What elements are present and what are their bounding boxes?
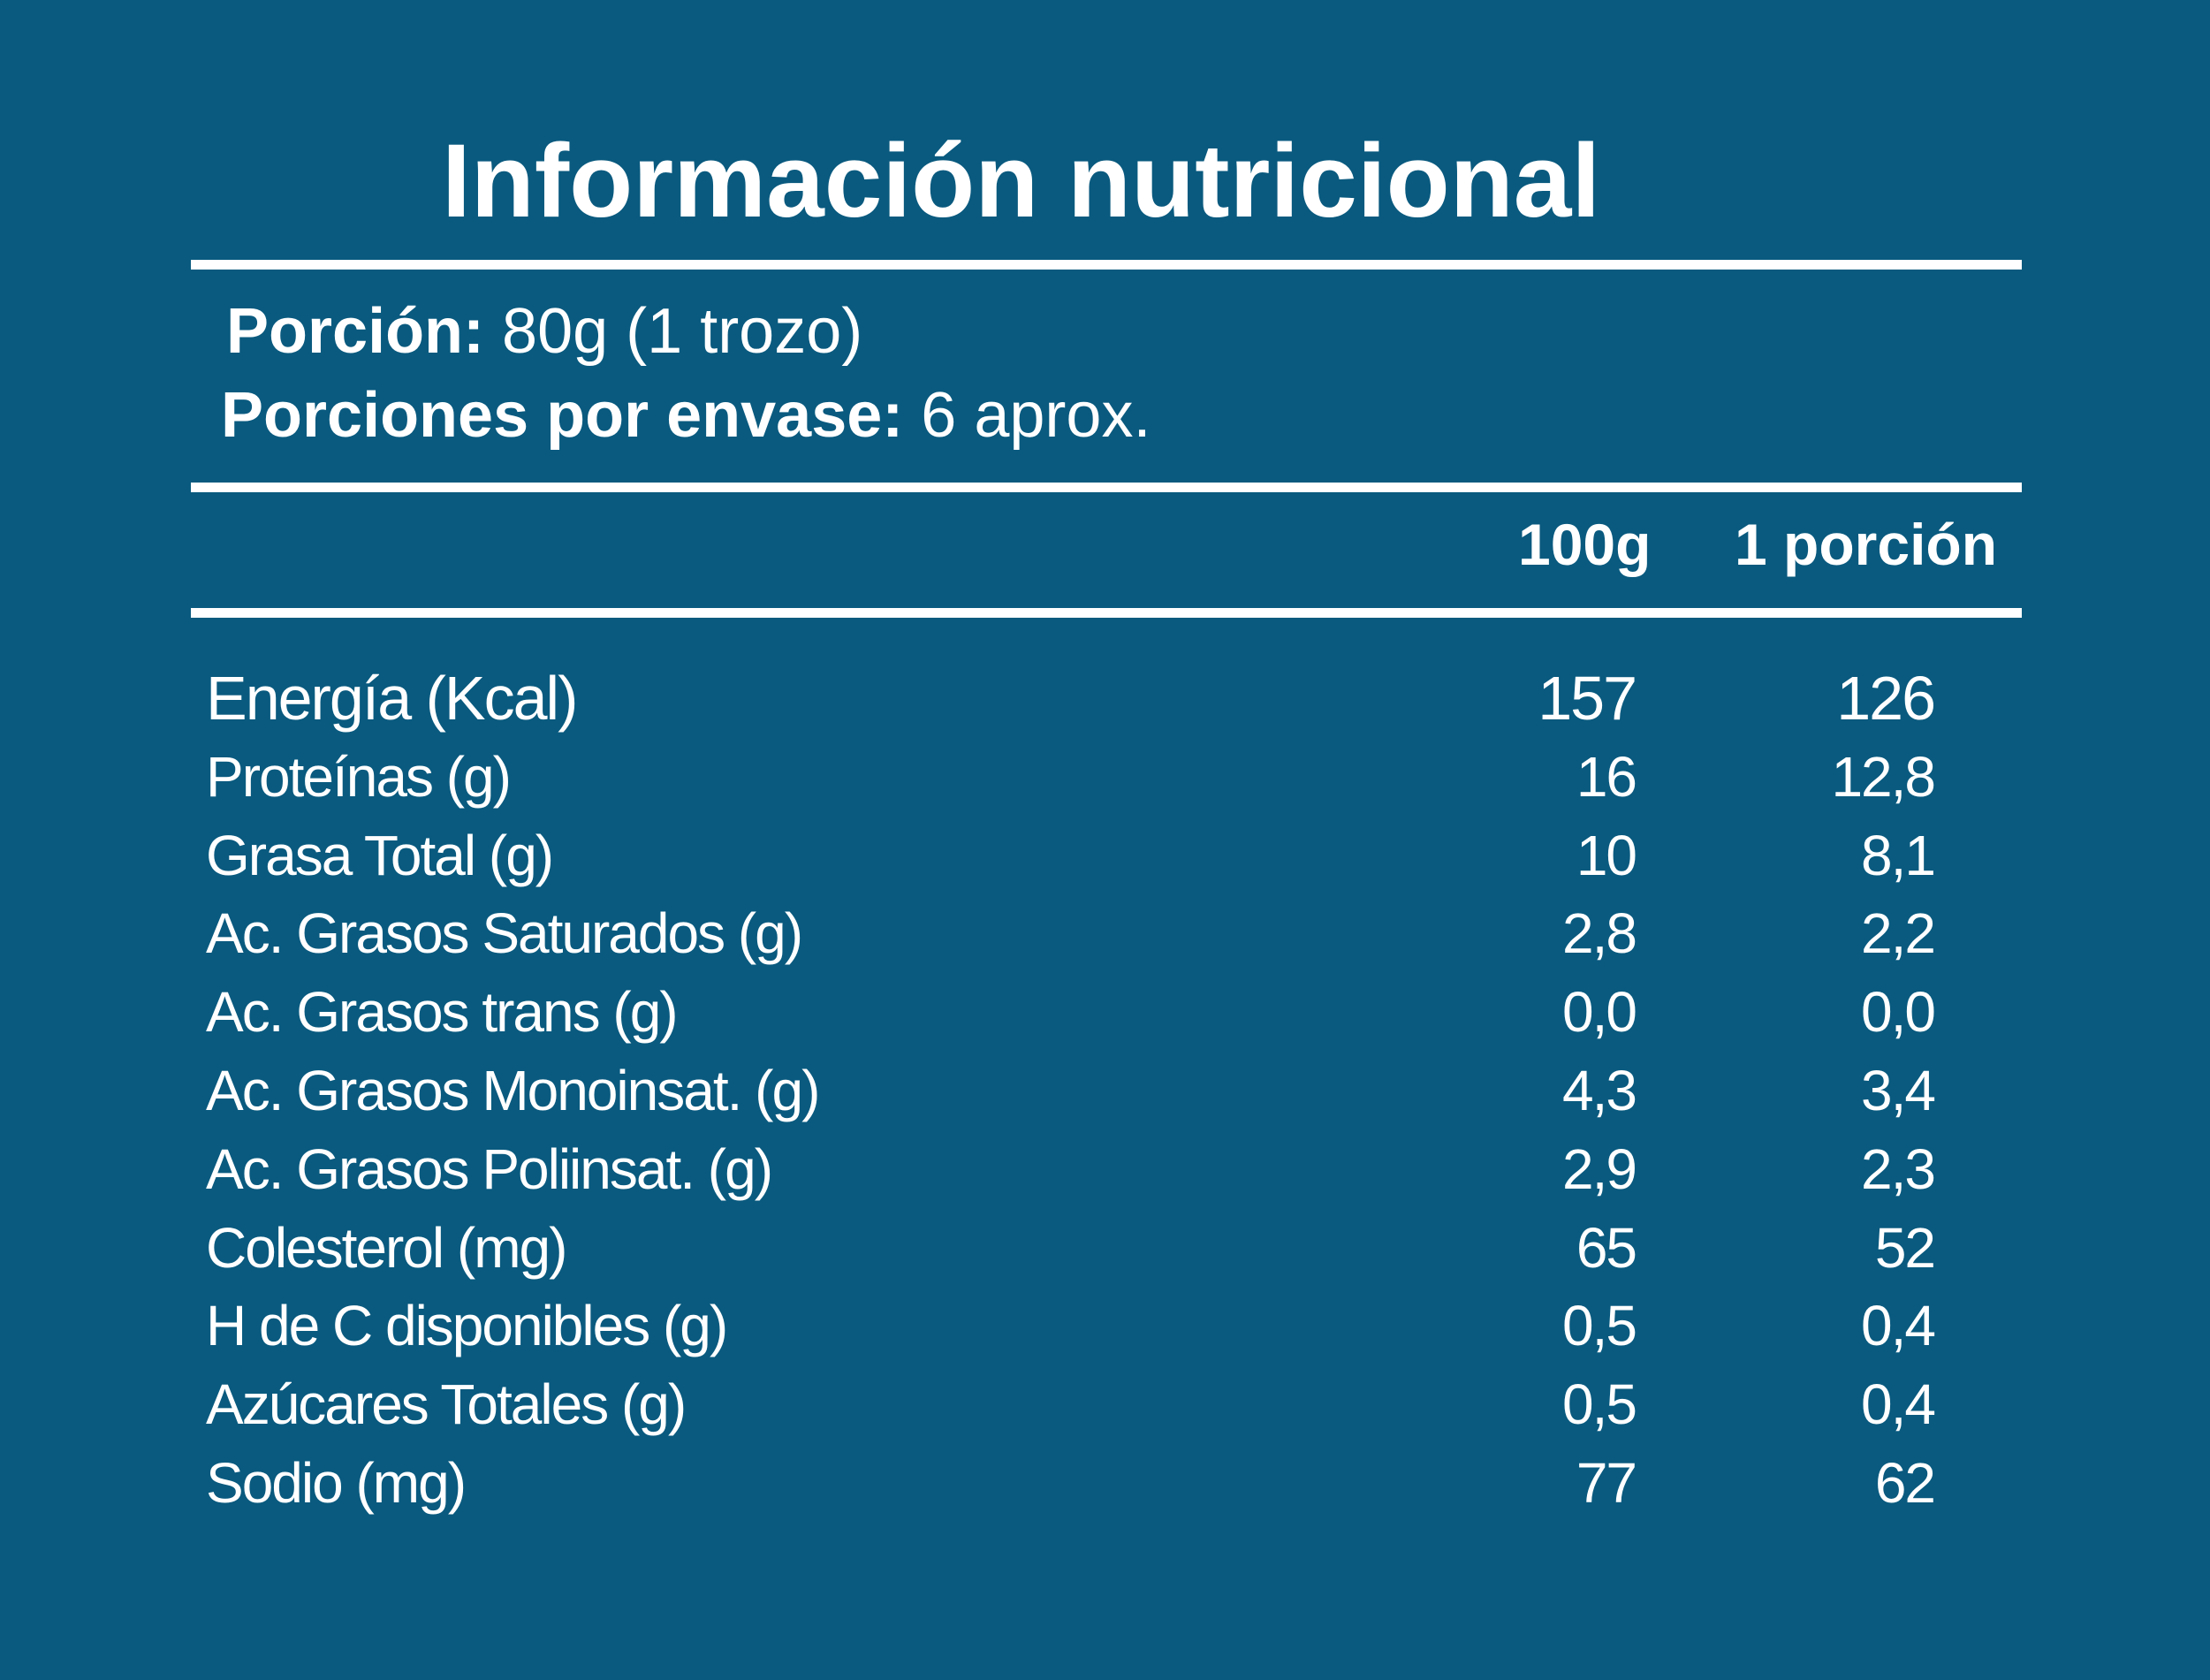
table-row: Grasa Total (g) 10 8,1 — [0, 817, 2210, 895]
nutrient-name: Grasa Total (g) — [206, 823, 554, 887]
nutrient-name: Colesterol (mg) — [206, 1215, 567, 1280]
portion-line: Porción: 80g (1 trozo) — [226, 294, 862, 369]
divider-middle — [191, 483, 2022, 492]
divider-header — [191, 608, 2022, 618]
nutrient-name: Ac. Grasos Monoinsat. (g) — [206, 1058, 820, 1122]
value-per-portion: 52 — [1874, 1215, 1936, 1280]
nutrient-name: Sodio (mg) — [206, 1450, 467, 1515]
page-title: Información nutricional — [442, 123, 1601, 239]
portion-label: Porción: — [226, 296, 485, 367]
nutrient-name: H de C disponibles (g) — [206, 1294, 728, 1358]
table-row: Azúcares Totales (g) 0,5 0,4 — [0, 1365, 2210, 1444]
nutrient-table: Energía (Kcal) 157 126 Proteínas (g) 16 … — [0, 659, 2210, 1523]
divider-top — [191, 260, 2022, 270]
servings-per-package-label: Porciones por envase: — [221, 380, 904, 451]
value-per-100g: 0,0 — [1562, 980, 1637, 1045]
value-per-portion: 0,4 — [1861, 1294, 1936, 1358]
table-row: Colesterol (mg) 65 52 — [0, 1209, 2210, 1288]
value-per-100g: 16 — [1576, 744, 1637, 809]
nutrient-name: Proteínas (g) — [206, 744, 512, 809]
value-per-100g: 10 — [1576, 823, 1637, 887]
value-per-portion: 62 — [1874, 1450, 1936, 1515]
table-row: Energía (Kcal) 157 126 — [0, 659, 2210, 738]
column-header-portion: 1 porción — [1735, 512, 1998, 577]
value-per-portion: 2,2 — [1861, 901, 1936, 966]
value-per-100g: 4,3 — [1562, 1058, 1637, 1122]
table-row: Proteínas (g) 16 12,8 — [0, 738, 2210, 817]
table-row: Ac. Grasos Poliinsat. (g) 2,9 2,3 — [0, 1130, 2210, 1209]
value-per-portion: 0,4 — [1861, 1372, 1936, 1437]
value-per-100g: 65 — [1576, 1215, 1637, 1280]
value-per-portion: 8,1 — [1861, 823, 1936, 887]
portion-value: 80g (1 trozo) — [502, 296, 863, 367]
table-row: Ac. Grasos Saturados (g) 2,8 2,2 — [0, 894, 2210, 973]
value-per-100g: 157 — [1538, 664, 1637, 733]
value-per-100g: 0,5 — [1562, 1294, 1637, 1358]
table-row: Sodio (mg) 77 62 — [0, 1444, 2210, 1523]
table-row: Ac. Grasos trans (g) 0,0 0,0 — [0, 973, 2210, 1052]
nutrient-name: Azúcares Totales (g) — [206, 1372, 687, 1437]
nutrient-name: Ac. Grasos Saturados (g) — [206, 901, 803, 966]
value-per-100g: 0,5 — [1562, 1372, 1637, 1437]
value-per-portion: 12,8 — [1831, 744, 1936, 809]
value-per-portion: 0,0 — [1861, 980, 1936, 1045]
servings-per-package-value: 6 aprox. — [921, 380, 1151, 451]
value-per-portion: 3,4 — [1861, 1058, 1936, 1122]
value-per-100g: 2,8 — [1562, 901, 1637, 966]
value-per-100g: 77 — [1576, 1450, 1637, 1515]
table-row: H de C disponibles (g) 0,5 0,4 — [0, 1287, 2210, 1365]
nutrient-name: Energía (Kcal) — [206, 664, 578, 733]
table-row: Ac. Grasos Monoinsat. (g) 4,3 3,4 — [0, 1052, 2210, 1130]
nutrient-name: Ac. Grasos Poliinsat. (g) — [206, 1136, 773, 1201]
value-per-portion: 2,3 — [1861, 1136, 1936, 1201]
value-per-portion: 126 — [1836, 664, 1936, 733]
nutrient-name: Ac. Grasos trans (g) — [206, 980, 679, 1045]
servings-per-package-line: Porciones por envase: 6 aprox. — [221, 378, 1151, 452]
column-header-100g: 100g — [1518, 512, 1652, 577]
value-per-100g: 2,9 — [1562, 1136, 1637, 1201]
